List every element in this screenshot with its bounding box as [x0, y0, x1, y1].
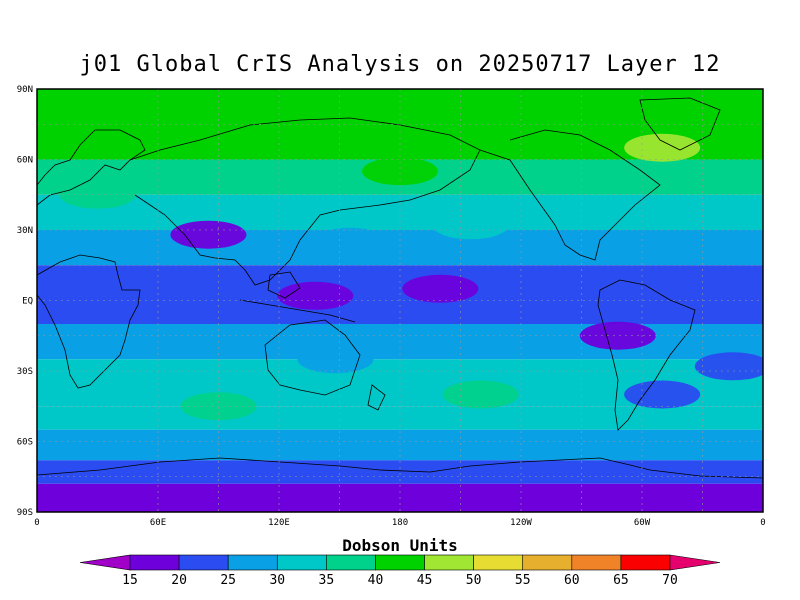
coastline-borneo — [267, 271, 301, 299]
colorbar-tick-label: 55 — [515, 573, 531, 588]
feature-5 — [694, 352, 763, 381]
colorbar-high-extension — [669, 554, 721, 571]
coastline-greenland — [639, 97, 721, 151]
colorbar-segment — [227, 554, 278, 571]
colorbar-tick-label: 20 — [171, 573, 187, 588]
colorbar-tick-label: 40 — [368, 573, 384, 588]
grid-lines — [37, 89, 763, 512]
feature-2 — [402, 274, 479, 303]
feature-8 — [624, 133, 701, 162]
zonal-band-0 — [37, 89, 763, 113]
lon-tick-label: 60E — [150, 518, 166, 528]
colorbar-segment — [375, 554, 425, 571]
colorbar-segment — [129, 554, 180, 571]
map-area — [37, 89, 763, 512]
coastline-asia — [129, 117, 481, 286]
colorbar-tick-label: 30 — [269, 573, 285, 588]
zonal-band-10 — [37, 460, 763, 484]
colorbar-segment — [424, 554, 474, 571]
colorbar-tick-label: 50 — [466, 573, 482, 588]
colorbar-segment — [178, 554, 229, 571]
longitude-axis: 0 60E 120E 180 120W 60W 0 — [34, 518, 765, 528]
colorbar-tick-label: 70 — [662, 573, 678, 588]
coastline-europe — [37, 129, 146, 206]
colorbar-tick-label: 65 — [613, 573, 629, 588]
colorbar-segment — [522, 554, 573, 571]
lon-tick-label: 120W — [510, 518, 532, 528]
lat-tick-label: 90S — [17, 508, 33, 518]
coastline-antarctica — [37, 457, 763, 479]
lon-tick-label: 120E — [268, 518, 290, 528]
colorbar: 15 20 25 30 35 40 45 50 55 60 65 70 — [79, 554, 721, 588]
feature-1 — [277, 281, 354, 310]
lon-tick-label: 60W — [634, 518, 651, 528]
lat-tick-label: 30S — [17, 367, 33, 377]
colorbar-tick-label: 45 — [417, 573, 433, 588]
colorbar-tick-label: 60 — [564, 573, 580, 588]
colorbar-segment — [326, 554, 376, 571]
colorbar-low-extension — [79, 554, 131, 571]
lat-tick-label: 60N — [17, 156, 33, 166]
zonal-band-3 — [37, 194, 763, 230]
map-frame — [36, 88, 764, 513]
coastline-north-america — [479, 129, 661, 261]
feature-0 — [170, 220, 247, 249]
feature-4 — [297, 345, 374, 374]
colorbar-tick-label: 25 — [220, 573, 236, 588]
lat-tick-label: 30N — [17, 226, 33, 236]
colorbar-title: Dobson Units — [342, 536, 458, 555]
colorbar-tick-label: 35 — [319, 573, 335, 588]
feature-10 — [442, 380, 519, 409]
coastline-south-america — [597, 279, 696, 431]
chart-title: j01 Global CrIS Analysis on 20250717 Lay… — [79, 52, 721, 77]
lat-tick-label: EQ — [22, 297, 33, 307]
latitude-axis: 90N 60N 30N EQ 30S 60S 90S — [17, 85, 33, 518]
feature-7 — [362, 157, 438, 186]
lon-tick-label: 0 — [34, 518, 39, 528]
coastline-new-zealand — [367, 384, 386, 411]
lat-tick-label: 90N — [17, 85, 33, 95]
colorbar-tick-label: 15 — [122, 573, 138, 588]
ozone-features — [59, 133, 763, 421]
feature-11 — [624, 380, 701, 409]
coastline-indonesia — [239, 299, 356, 323]
lon-tick-label: 0 — [760, 518, 765, 528]
coastline-australia — [264, 319, 361, 396]
colorbar-segment — [571, 554, 622, 571]
zonal-band-4 — [37, 230, 763, 266]
feature-13 — [432, 211, 509, 240]
lat-tick-label: 60S — [17, 438, 33, 448]
coastline-africa — [37, 254, 141, 389]
colorbar-segment — [473, 554, 524, 571]
feature-12 — [311, 227, 388, 256]
colorbar-segment — [620, 554, 671, 571]
lon-tick-label: 180 — [392, 518, 408, 528]
colorbar-segment — [276, 554, 327, 571]
coastlines — [37, 97, 763, 479]
zonal-bands — [37, 89, 763, 512]
feature-3 — [579, 321, 656, 350]
